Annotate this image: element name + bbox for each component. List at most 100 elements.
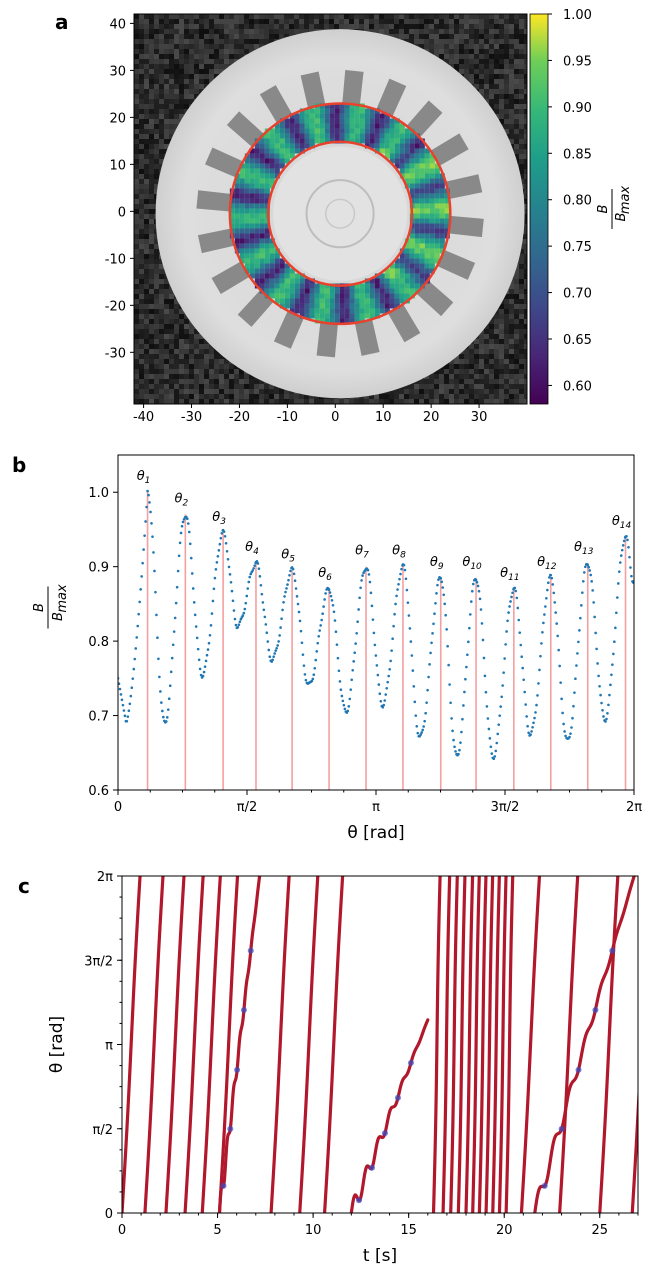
- noise-pixel: [144, 104, 149, 109]
- noise-pixel: [139, 39, 144, 44]
- noise-pixel: [209, 34, 214, 39]
- noise-pixel: [144, 129, 149, 134]
- noise-pixel: [134, 189, 139, 194]
- noise-pixel: [169, 69, 174, 74]
- noise-pixel: [144, 119, 149, 124]
- noise-pixel: [514, 104, 519, 109]
- noise-pixel: [164, 84, 169, 89]
- noise-pixel: [144, 179, 149, 184]
- noise-pixel: [159, 29, 164, 34]
- noise-pixel: [194, 59, 199, 64]
- noise-pixel: [159, 274, 164, 279]
- noise-pixel: [494, 94, 499, 99]
- noise-pixel: [154, 134, 159, 139]
- noise-pixel: [274, 19, 279, 24]
- noise-pixel: [214, 19, 219, 24]
- noise-pixel: [254, 24, 259, 29]
- noise-pixel: [479, 59, 484, 64]
- noise-pixel: [149, 84, 154, 89]
- noise-pixel: [499, 94, 504, 99]
- noise-pixel: [169, 94, 174, 99]
- noise-pixel: [139, 264, 144, 269]
- panel-a-image: -40 -30 -20 -10 0 10 20 30403020100-10-20-30: [105, 14, 529, 425]
- noise-pixel: [254, 14, 259, 19]
- noise-pixel: [509, 69, 514, 74]
- noise-pixel: [234, 29, 239, 34]
- noise-pixel: [134, 274, 139, 279]
- noise-pixel: [279, 29, 284, 34]
- noise-pixel: [144, 214, 149, 219]
- noise-pixel: [139, 74, 144, 79]
- noise-pixel: [134, 144, 139, 149]
- noise-pixel: [209, 69, 214, 74]
- noise-pixel: [184, 79, 189, 84]
- noise-pixel: [519, 149, 524, 154]
- noise-pixel: [494, 74, 499, 79]
- noise-pixel: [149, 269, 154, 274]
- noise-pixel: [139, 139, 144, 144]
- noise-pixel: [469, 69, 474, 74]
- noise-pixel: [474, 64, 479, 69]
- noise-pixel: [504, 104, 509, 109]
- noise-pixel: [139, 304, 144, 309]
- noise-pixel: [149, 274, 154, 279]
- noise-pixel: [289, 24, 294, 29]
- noise-pixel: [349, 19, 354, 24]
- noise-pixel: [149, 79, 154, 84]
- noise-pixel: [134, 109, 139, 114]
- noise-pixel: [139, 279, 144, 284]
- noise-pixel: [464, 54, 469, 59]
- noise-pixel: [139, 199, 144, 204]
- noise-pixel: [184, 329, 189, 334]
- noise-pixel: [139, 254, 144, 259]
- noise-pixel: [144, 74, 149, 79]
- noise-pixel: [519, 159, 524, 164]
- noise-pixel: [349, 14, 354, 19]
- noise-pixel: [264, 24, 269, 29]
- noise-pixel: [234, 19, 239, 24]
- noise-pixel: [509, 294, 514, 299]
- noise-pixel: [179, 29, 184, 34]
- noise-pixel: [154, 309, 159, 314]
- noise-pixel: [149, 24, 154, 29]
- noise-pixel: [164, 14, 169, 19]
- noise-pixel: [504, 94, 509, 99]
- noise-pixel: [489, 84, 494, 89]
- noise-pixel: [454, 29, 459, 34]
- noise-pixel: [134, 239, 139, 244]
- noise-pixel: [229, 29, 234, 34]
- noise-pixel: [494, 44, 499, 49]
- noise-pixel: [509, 319, 514, 324]
- noise-pixel: [144, 134, 149, 139]
- noise-pixel: [149, 149, 154, 154]
- noise-pixel: [514, 319, 519, 324]
- noise-pixel: [134, 94, 139, 99]
- noise-pixel: [144, 99, 149, 104]
- noise-pixel: [259, 29, 264, 34]
- noise-pixel: [449, 44, 454, 49]
- noise-pixel: [484, 34, 489, 39]
- noise-pixel: [179, 89, 184, 94]
- noise-pixel: [229, 54, 234, 59]
- noise-pixel: [149, 104, 154, 109]
- noise-pixel: [449, 39, 454, 44]
- noise-pixel: [479, 49, 484, 54]
- noise-pixel: [519, 119, 524, 124]
- noise-pixel: [169, 329, 174, 334]
- noise-pixel: [184, 94, 189, 99]
- noise-pixel: [144, 164, 149, 169]
- noise-pixel: [154, 314, 159, 319]
- noise-pixel: [509, 14, 514, 19]
- noise-pixel: [204, 34, 209, 39]
- noise-pixel: [189, 89, 194, 94]
- noise-pixel: [134, 134, 139, 139]
- noise-pixel: [494, 69, 499, 74]
- noise-pixel: [159, 324, 164, 329]
- noise-pixel: [244, 44, 249, 49]
- noise-pixel: [154, 89, 159, 94]
- noise-pixel: [139, 234, 144, 239]
- noise-pixel: [244, 14, 249, 19]
- noise-pixel: [134, 234, 139, 239]
- noise-pixel: [444, 19, 449, 24]
